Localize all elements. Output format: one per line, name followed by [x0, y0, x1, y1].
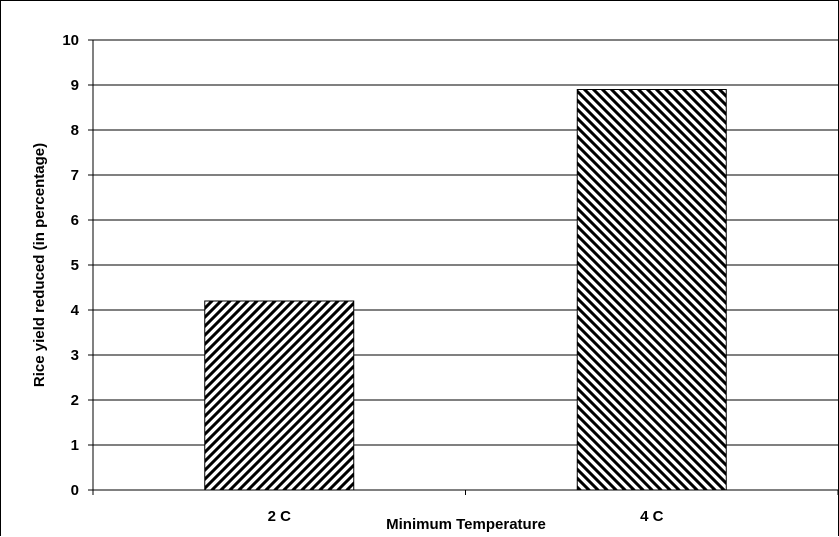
- y-tick-label: 1: [71, 437, 79, 454]
- x-tick-label: 2 C: [268, 508, 292, 525]
- y-tick-label: 9: [71, 77, 79, 94]
- axes: [88, 39, 839, 495]
- y-tick-label: 3: [71, 347, 79, 364]
- bar-2-c: [204, 300, 355, 491]
- y-tick-label: 6: [71, 212, 79, 229]
- x-tick-label: 4 C: [640, 508, 664, 525]
- y-tick-label: 7: [71, 167, 79, 184]
- y-tick-label: 2: [71, 392, 79, 409]
- bar-4-c: [576, 89, 727, 491]
- y-tick-label: 4: [71, 302, 80, 319]
- bars: [204, 89, 727, 491]
- tick-labels: 0 1 2 3 4 5 6 7 8 9 10 2 C 4 C: [62, 32, 663, 525]
- y-axis-title: Rice yield reduced (in percentage): [31, 143, 48, 387]
- y-tick-label: 10: [62, 32, 79, 49]
- x-axis-title: Minimum Temperature: [386, 516, 546, 533]
- y-tick-label: 5: [71, 257, 79, 274]
- y-tick-label: 0: [71, 482, 79, 499]
- y-tick-label: 8: [71, 122, 79, 139]
